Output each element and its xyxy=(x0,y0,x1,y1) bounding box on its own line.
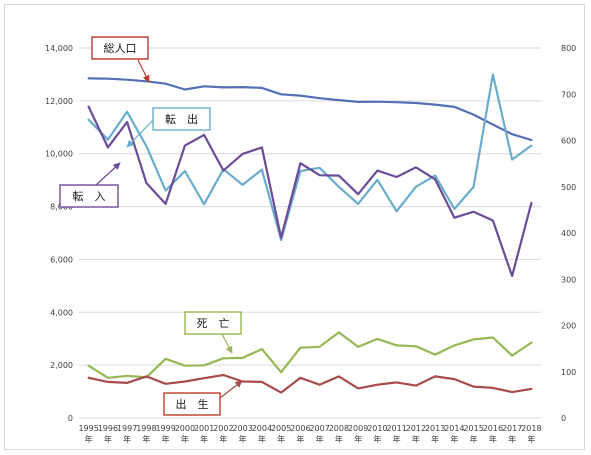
x-tick-suffix: 年 xyxy=(412,434,420,444)
x-tick-year: 2005 xyxy=(271,424,291,433)
x-tick-year: 2009 xyxy=(348,424,368,433)
x-tick-year: 2008 xyxy=(329,424,349,433)
right-tick-label: 800 xyxy=(561,44,576,53)
x-tick-suffix: 年 xyxy=(85,434,93,444)
x-tick-suffix: 年 xyxy=(527,434,535,444)
callout-box xyxy=(91,36,149,60)
x-tick-suffix: 年 xyxy=(200,434,208,444)
left-tick-label: 14,000 xyxy=(45,44,73,53)
x-tick-year: 2001 xyxy=(194,424,214,433)
x-tick-suffix: 年 xyxy=(373,434,381,444)
x-tick-suffix: 年 xyxy=(335,434,343,444)
x-tick-year: 1998 xyxy=(136,424,156,433)
x-tick-year: 2014 xyxy=(444,424,464,433)
x-tick-year: 2003 xyxy=(232,424,252,433)
right-tick-label: 300 xyxy=(561,275,576,284)
x-tick-suffix: 年 xyxy=(123,434,131,444)
x-tick-suffix: 年 xyxy=(393,434,401,444)
x-tick-suffix: 年 xyxy=(219,434,227,444)
x-tick-year: 2002 xyxy=(213,424,233,433)
series-line xyxy=(87,373,533,394)
x-tick-suffix: 年 xyxy=(431,434,439,444)
callout-arrow xyxy=(137,59,150,83)
right-tick-label: 0 xyxy=(561,414,566,423)
callout-label: 総人口 xyxy=(104,41,137,55)
x-tick-suffix: 年 xyxy=(142,434,150,444)
right-axis: 0 100 200 300 400 500 600 700 800 xyxy=(561,44,576,423)
callout-label: 出 生 xyxy=(176,397,209,411)
left-tick-label: 10,000 xyxy=(45,150,73,159)
callout-label: 転 入 xyxy=(73,190,106,203)
x-tick-suffix: 年 xyxy=(354,434,362,444)
callout-arrow xyxy=(219,380,243,399)
callout-label: 死 亡 xyxy=(197,316,230,330)
x-tick-suffix: 年 xyxy=(508,434,516,444)
series-lines xyxy=(87,73,533,394)
x-axis: 1995年1996年1997年1998年1999年2000年2001年2002年… xyxy=(78,424,541,444)
x-tick-suffix: 年 xyxy=(470,434,478,444)
x-tick-suffix: 年 xyxy=(258,434,266,444)
x-tick-year: 2017 xyxy=(502,424,522,433)
x-tick-year: 2018 xyxy=(521,424,541,433)
x-tick-suffix: 年 xyxy=(277,434,285,444)
right-tick-label: 700 xyxy=(561,90,576,99)
left-tick-label: 12,000 xyxy=(45,97,73,106)
x-tick-year: 2015 xyxy=(463,424,483,433)
left-tick-label: 0 xyxy=(68,414,73,423)
gridlines xyxy=(79,47,541,419)
x-tick-year: 2004 xyxy=(252,424,272,433)
callout-arrow xyxy=(126,119,154,148)
callout-box xyxy=(163,392,221,416)
x-tick-suffix: 年 xyxy=(296,434,304,444)
x-tick-year: 2006 xyxy=(290,424,310,433)
series-line xyxy=(87,77,533,142)
series-line xyxy=(87,331,533,379)
callout-arrow xyxy=(221,333,233,354)
right-tick-label: 400 xyxy=(561,229,576,238)
x-tick-suffix: 年 xyxy=(450,434,458,444)
x-tick-year: 1997 xyxy=(117,424,137,433)
x-tick-suffix: 年 xyxy=(316,434,324,444)
callout-box xyxy=(59,184,119,208)
x-tick-year: 2010 xyxy=(367,424,387,433)
x-tick-suffix: 年 xyxy=(489,434,497,444)
x-tick-year: 1996 xyxy=(98,424,118,433)
chart-frame xyxy=(4,4,585,450)
x-tick-year: 2012 xyxy=(406,424,426,433)
callout-label: 転 出 xyxy=(165,112,198,126)
x-tick-suffix: 年 xyxy=(239,434,247,444)
x-tick-year: 2000 xyxy=(175,424,195,433)
right-tick-label: 200 xyxy=(561,322,576,331)
x-tick-suffix: 年 xyxy=(162,434,170,444)
x-tick-year: 1999 xyxy=(155,424,175,433)
x-tick-year: 2011 xyxy=(386,424,406,433)
left-tick-label: 6,000 xyxy=(50,255,73,264)
x-tick-year: 2007 xyxy=(309,424,329,433)
left-tick-label: 4,000 xyxy=(50,308,73,317)
x-tick-suffix: 年 xyxy=(181,434,189,444)
right-tick-label: 600 xyxy=(561,137,576,146)
callout-arrow xyxy=(95,162,121,186)
series-line xyxy=(87,105,533,278)
callout-box xyxy=(184,311,242,335)
x-tick-year: 2013 xyxy=(425,424,445,433)
x-tick-suffix: 年 xyxy=(104,434,112,444)
callout-box xyxy=(152,107,211,131)
right-tick-label: 100 xyxy=(561,368,576,377)
left-tick-label: 2,000 xyxy=(50,361,73,370)
x-tick-year: 2016 xyxy=(483,424,503,433)
x-tick-year: 1995 xyxy=(78,424,98,433)
right-tick-label: 500 xyxy=(561,183,576,192)
